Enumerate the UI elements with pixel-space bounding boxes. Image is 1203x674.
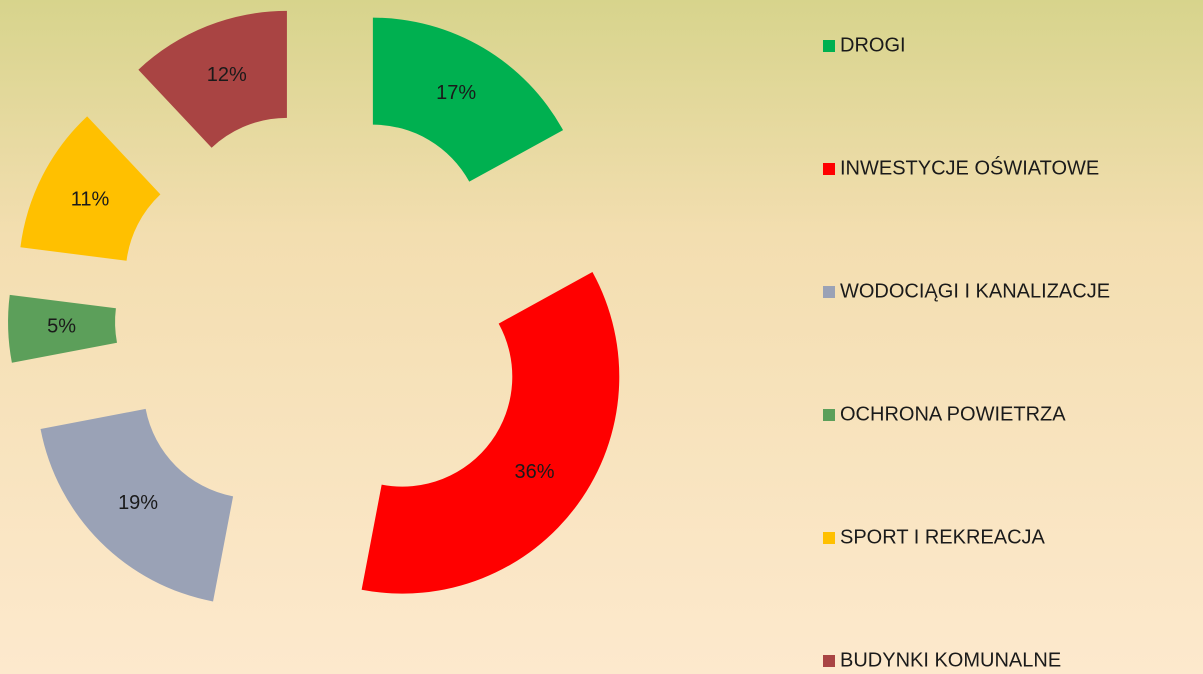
legend-swatch (823, 655, 835, 667)
legend-label: DROGI (840, 34, 906, 56)
data-label: 17% (436, 82, 476, 104)
legend-swatch (823, 163, 835, 175)
donut-segment (20, 116, 161, 261)
data-label: 11% (71, 189, 110, 211)
data-label: 19% (118, 492, 158, 514)
legend-label: WODOCIĄGI I KANALIZACJE (840, 280, 1110, 302)
legend-label: BUDYNKI KOMUNALNE (840, 649, 1061, 671)
donut-segment (8, 294, 117, 363)
donut-segment (138, 10, 287, 148)
legend-swatch (823, 532, 835, 544)
legend-swatch (823, 286, 835, 298)
legend-label: SPORT I REKREACJA (840, 526, 1046, 548)
legend-label: INWESTYCJE OŚWIATOWE (840, 155, 1099, 179)
legend-swatch (823, 40, 835, 52)
donut-segment (40, 408, 234, 602)
legend-label: OCHRONA POWIETRZA (840, 403, 1066, 425)
donut-segment (372, 17, 564, 182)
donut-segment (361, 272, 620, 594)
data-label: 5% (47, 315, 76, 337)
data-label: 36% (515, 461, 555, 483)
data-label: 12% (207, 64, 247, 86)
legend-swatch (823, 409, 835, 421)
